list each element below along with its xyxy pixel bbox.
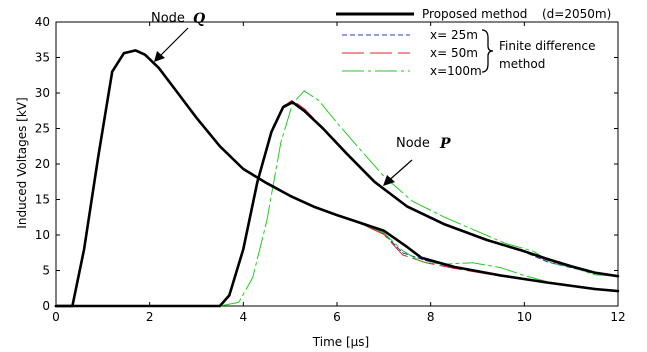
x-tick-label: 10 <box>517 310 532 324</box>
y-tick-label: 25 <box>35 122 50 136</box>
legend-fd-label-line2: method <box>499 57 545 71</box>
legend-x50-label: x= 50m <box>430 46 478 60</box>
legend-proposed-param: (d=2050m) <box>542 7 611 21</box>
y-tick-label: 10 <box>35 228 50 242</box>
axis-ticks: 0 2 4 6 8 10 12 0 5 10 15 20 25 30 35 40 <box>35 15 626 324</box>
legend-x100-label: x=100m <box>430 64 482 78</box>
y-tick-label: 40 <box>35 15 50 29</box>
series-line-p-dash-long <box>55 99 619 307</box>
y-axis-label: Induced Voltages [kV] <box>15 97 29 228</box>
x-tick-label: 12 <box>610 310 625 324</box>
series-line-q-dash-dot <box>55 49 619 307</box>
node-q-annotation: Node Q <box>151 11 205 62</box>
node-q-symbol: Q <box>193 11 205 27</box>
y-tick-label: 5 <box>42 264 50 278</box>
series-line-p-dash-short <box>55 101 619 307</box>
y-tick-label: 30 <box>35 86 50 100</box>
legend-brace <box>481 29 494 73</box>
series-line-p-solid-thick <box>54 100 620 308</box>
legend-fd-label-line1: Finite difference <box>499 39 595 53</box>
series-line-p-dash-dot <box>55 90 619 307</box>
y-tick-label: 20 <box>35 157 50 171</box>
series-layer <box>54 49 620 308</box>
x-tick-label: 2 <box>146 310 154 324</box>
legend: Proposed method (d=2050m) x= 25m x= 50m … <box>336 7 611 78</box>
x-tick-label: 4 <box>240 310 248 324</box>
y-tick-label: 15 <box>35 193 50 207</box>
series-line-q-solid-thick <box>54 49 620 308</box>
y-tick-label: 35 <box>35 51 50 65</box>
legend-x25-label: x= 25m <box>430 28 478 42</box>
legend-proposed-label: Proposed method <box>422 7 527 21</box>
node-p-arrow-head <box>383 175 395 186</box>
node-p-annotation: Node P <box>383 136 451 186</box>
series-line-q-dash-long <box>55 49 619 307</box>
x-tick-label: 8 <box>427 310 435 324</box>
node-q-arrow-head <box>154 51 165 62</box>
x-axis-label: Time [μs] <box>312 335 369 349</box>
x-tick-label: 0 <box>52 310 60 324</box>
node-p-symbol: P <box>439 136 451 152</box>
node-q-arrow-line <box>155 27 189 61</box>
node-p-label: Node <box>396 136 430 151</box>
node-q-label: Node <box>151 11 185 26</box>
x-tick-label: 6 <box>333 310 341 324</box>
y-tick-label: 0 <box>42 299 50 313</box>
series-line-q-dash-short <box>55 49 619 307</box>
